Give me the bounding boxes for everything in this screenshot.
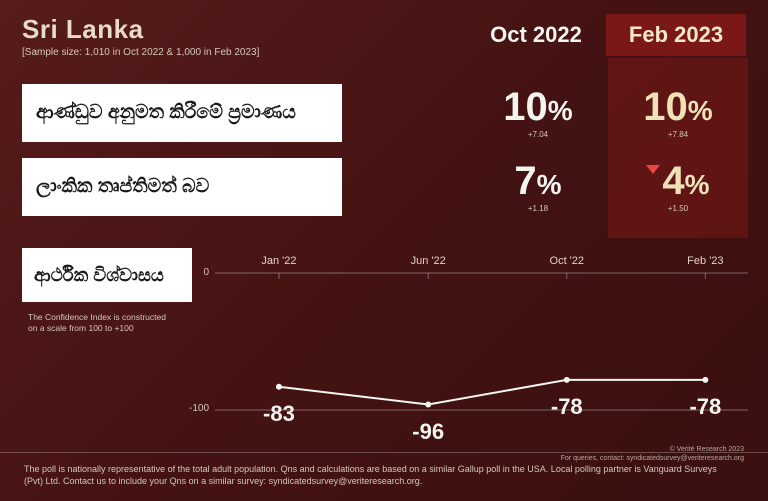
index-scale-note: The Confidence Index is constructed on a… xyxy=(28,312,166,334)
y-axis-bottom: -100 xyxy=(189,403,209,414)
x-tick-label: Feb '23 xyxy=(687,255,723,267)
metric-label: ආණ්ඩුව අනුමත කිරීමේ ප්‍රමාණය xyxy=(36,101,296,125)
metric-value-oct: 7% +1.18 xyxy=(468,161,608,213)
arrow-down-icon xyxy=(646,165,660,174)
confidence-chart: 0 -100 Jan '22Jun '22Oct '22Feb '23-83-9… xyxy=(215,255,748,420)
column-header-oct: Oct 2022 xyxy=(466,14,606,56)
metric-delta: +1.50 xyxy=(608,204,748,213)
metric-value-feb: 10% +7.84 xyxy=(608,87,748,139)
sample-size-note: [Sample size: 1,010 in Oct 2022 & 1,000 … xyxy=(22,47,259,58)
header: Sri Lanka [Sample size: 1,010 in Oct 202… xyxy=(0,0,768,66)
data-point-label: -96 xyxy=(412,419,444,445)
x-tick-label: Jan '22 xyxy=(261,255,296,267)
data-point-label: -83 xyxy=(263,401,295,427)
metric-delta: +1.18 xyxy=(468,204,608,213)
metric-label: ලාංකික තෘප්තිමත් බව xyxy=(36,175,209,199)
chart-label: ආර්ථික විශ්වාසය xyxy=(34,264,164,287)
x-tick-label: Jun '22 xyxy=(411,255,446,267)
chart-label-box: ආර්ථික විශ්වාසය xyxy=(22,248,192,302)
data-point-label: -78 xyxy=(551,394,583,420)
metrics-rows: ආණ්ඩුව අනුමත කිරීමේ ප්‍රමාණය 10% +7.04 1… xyxy=(0,84,768,216)
y-axis-zero: 0 xyxy=(203,267,209,278)
metric-delta: +7.84 xyxy=(608,130,748,139)
x-tick-label: Oct '22 xyxy=(550,255,585,267)
metric-label-box: ආණ්ඩුව අනුමත කිරීමේ ප්‍රමාණය xyxy=(22,84,342,142)
metric-row: ආණ්ඩුව අනුමත කිරීමේ ප්‍රමාණය 10% +7.04 1… xyxy=(0,84,768,142)
country-title: Sri Lanka xyxy=(22,14,259,45)
metric-delta: +7.04 xyxy=(468,130,608,139)
footer-text: The poll is nationally representative of… xyxy=(24,463,724,487)
metric-label-box: ලාංකික තෘප්තිමත් බව xyxy=(22,158,342,216)
column-header-feb: Feb 2023 xyxy=(606,14,746,56)
metric-row: ලාංකික තෘප්තිමත් බව 7% +1.18 4% +1.50 xyxy=(0,158,768,216)
chart-svg xyxy=(215,255,748,420)
footer: The poll is nationally representative of… xyxy=(0,452,768,501)
metric-value-feb: 4% +1.50 xyxy=(608,161,748,213)
data-point-label: -78 xyxy=(689,394,721,420)
metric-value-oct: 10% +7.04 xyxy=(468,87,608,139)
